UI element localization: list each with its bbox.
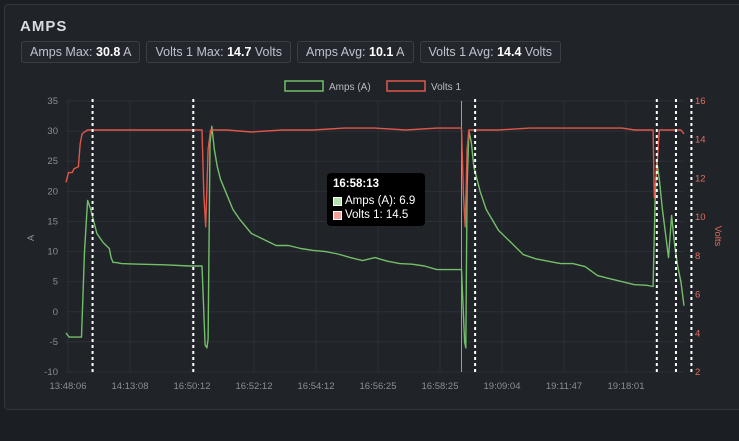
stat-amps-avg: Amps Avg: 10.1 A bbox=[297, 41, 414, 63]
stat-value: 30.8 bbox=[96, 45, 121, 59]
x-tick-label: 16:52:12 bbox=[236, 381, 273, 392]
amps-swatch bbox=[333, 196, 342, 206]
stat-volts-max: Volts 1 Max: 14.7 Volts bbox=[146, 41, 291, 63]
x-tick-label: 13:48:06 bbox=[50, 381, 87, 392]
y2-tick-label: 16 bbox=[695, 96, 706, 107]
y2-tick-label: 2 bbox=[695, 367, 700, 378]
x-tick-label: 16:54:12 bbox=[298, 381, 335, 392]
y2-tick-label: 14 bbox=[695, 135, 706, 146]
chart-tooltip: 16:58:13 Amps (A): 6.9 Volts 1: 14.5 bbox=[327, 173, 425, 226]
stat-label: Amps Max: bbox=[30, 45, 93, 59]
stat-label: Volts 1 Avg: bbox=[428, 45, 494, 59]
y-tick-label: 15 bbox=[47, 216, 58, 227]
y-tick-label: 5 bbox=[53, 277, 58, 288]
series-line-amps bbox=[65, 125, 685, 349]
y-tick-label: 25 bbox=[47, 156, 58, 167]
legend-label-volts: Volts 1 bbox=[431, 82, 461, 93]
y-tick-label: -10 bbox=[44, 367, 58, 378]
panel-title: AMPS bbox=[20, 18, 68, 35]
stat-volts-avg: Volts 1 Avg: 14.4 Volts bbox=[419, 41, 562, 63]
x-tick-label: 16:56:25 bbox=[360, 381, 397, 392]
legend-swatch-volts bbox=[386, 80, 426, 92]
y2-axis-label: Volts bbox=[712, 226, 723, 247]
x-tick-label: 19:18:01 bbox=[608, 381, 645, 392]
stat-unit: A bbox=[123, 45, 132, 59]
tooltip-row-amps: Amps (A): 6.9 bbox=[333, 194, 419, 208]
y2-tick-label: 10 bbox=[695, 212, 706, 223]
x-tick-label: 19:09:04 bbox=[484, 381, 521, 392]
legend-swatch-amps bbox=[284, 80, 324, 92]
x-tick-label: 16:50:12 bbox=[174, 381, 211, 392]
tooltip-amps-text: Amps (A): 6.9 bbox=[345, 195, 416, 207]
y-tick-label: -5 bbox=[50, 337, 58, 348]
stat-unit: Volts bbox=[524, 45, 553, 59]
stat-label: Amps Avg: bbox=[306, 45, 366, 59]
tooltip-row-volts: Volts 1: 14.5 bbox=[333, 208, 419, 222]
stats-bar: Amps Max: 30.8 A Volts 1 Max: 14.7 Volts… bbox=[21, 41, 562, 63]
x-tick-label: 16:58:25 bbox=[422, 381, 459, 392]
y2-tick-label: 4 bbox=[695, 328, 700, 339]
stat-label: Volts 1 Max: bbox=[155, 45, 224, 59]
y-tick-label: 20 bbox=[47, 186, 58, 197]
stat-amps-max: Amps Max: 30.8 A bbox=[21, 41, 141, 63]
tooltip-time: 16:58:13 bbox=[333, 178, 380, 190]
series-line-volts bbox=[65, 127, 685, 228]
stat-unit: A bbox=[396, 45, 405, 59]
stat-value: 14.4 bbox=[497, 45, 522, 59]
x-tick-label: 14:13:08 bbox=[112, 381, 149, 392]
y2-tick-label: 6 bbox=[695, 290, 700, 301]
stat-value: 14.7 bbox=[227, 45, 252, 59]
y-tick-label: 35 bbox=[47, 96, 58, 107]
y2-tick-label: 12 bbox=[695, 173, 706, 184]
volts-swatch bbox=[333, 210, 342, 220]
y2-tick-label: 8 bbox=[695, 251, 700, 262]
y-tick-label: 30 bbox=[47, 126, 58, 137]
legend-label-amps: Amps (A) bbox=[329, 82, 371, 93]
y-tick-label: 0 bbox=[53, 307, 58, 318]
stat-value: 10.1 bbox=[369, 45, 394, 59]
x-tick-label: 19:11:47 bbox=[546, 381, 582, 392]
y-tick-label: 10 bbox=[47, 247, 58, 258]
tooltip-volts-text: Volts 1: 14.5 bbox=[345, 209, 409, 221]
stat-unit: Volts bbox=[254, 45, 282, 59]
y-axis-label: A bbox=[26, 234, 37, 241]
